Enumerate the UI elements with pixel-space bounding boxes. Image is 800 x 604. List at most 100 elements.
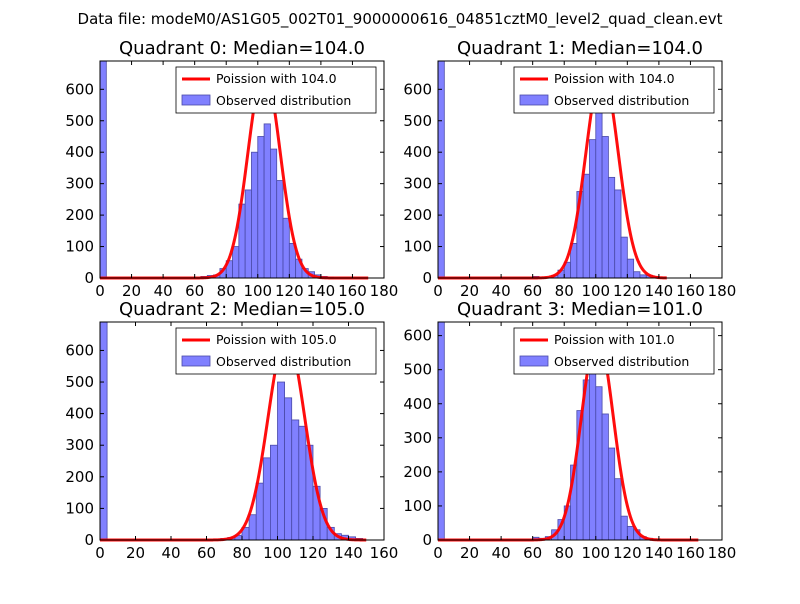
histogram-bar xyxy=(255,482,264,541)
y-tick-label: 500 xyxy=(65,373,94,391)
histogram-bar xyxy=(257,136,265,279)
y-tick-label: 300 xyxy=(65,436,94,454)
histogram-bar xyxy=(251,151,259,279)
chart-panel-3: Quadrant 3: Median=101.00 20 40 60 80 100 120 1… xyxy=(403,299,736,562)
y-tick-label: 300 xyxy=(403,429,432,447)
legend-label-observed: Observed distribution xyxy=(216,93,351,108)
x-tick-label: 40 xyxy=(161,544,180,562)
legend-label-poisson: Poission with 104.0 xyxy=(554,71,675,86)
chart-panel-1: Quadrant 1: Median=104.00 20 40 60 80 100 120 1… xyxy=(403,38,736,300)
x-tick-label: 60 xyxy=(185,282,204,300)
y-tick-label: 300 xyxy=(65,175,94,193)
x-tick-label: 40 xyxy=(154,282,173,300)
histogram-bar xyxy=(276,180,284,279)
x-tick-label: 160 xyxy=(370,544,399,562)
x-tick-label: 40 xyxy=(492,282,511,300)
x-tick-label: 60 xyxy=(523,544,542,562)
x-tick-label: 160 xyxy=(338,282,367,300)
x-tick-label: 0 xyxy=(95,282,105,300)
x-tick-label: 100 xyxy=(581,544,610,562)
histogram-bar xyxy=(277,381,285,541)
x-tick-label: 120 xyxy=(613,544,642,562)
legend: Poission with 101.0 Observed distribution xyxy=(513,327,715,375)
x-tick-label: 100 xyxy=(263,544,292,562)
x-tick-label: 120 xyxy=(275,282,304,300)
y-tick-label: 0 xyxy=(422,269,432,287)
histogram-bar xyxy=(626,258,635,279)
y-tick-label: 200 xyxy=(65,468,94,486)
y-tick-label: 600 xyxy=(65,341,94,359)
x-tick-label: 160 xyxy=(676,544,705,562)
histogram-bar xyxy=(282,217,290,279)
histogram-bar xyxy=(608,176,616,279)
y-tick-label: 200 xyxy=(65,206,94,224)
chart-title: Quadrant 2: Median=105.0 xyxy=(119,299,365,320)
x-tick-label: 160 xyxy=(676,282,705,300)
x-tick-label: 120 xyxy=(613,282,642,300)
x-tick-label: 20 xyxy=(126,544,145,562)
chart-title: Quadrant 1: Median=104.0 xyxy=(457,38,703,59)
y-tick-label: 100 xyxy=(65,499,94,517)
x-tick-label: 0 xyxy=(433,544,443,562)
histogram-bar xyxy=(595,386,603,541)
x-tick-label: 140 xyxy=(334,544,363,562)
histogram-bar xyxy=(437,60,445,279)
x-tick-label: 20 xyxy=(122,282,141,300)
y-tick-label: 600 xyxy=(65,80,94,98)
histogram-bar xyxy=(248,514,257,541)
histogram-bar xyxy=(620,515,628,541)
histogram-bar xyxy=(601,413,609,541)
y-tick-label: 600 xyxy=(403,327,432,345)
histogram-bar xyxy=(262,457,271,541)
y-tick-label: 400 xyxy=(65,405,94,423)
y-tick-label: 300 xyxy=(403,175,432,193)
histogram-bar xyxy=(99,321,108,541)
y-tick-label: 600 xyxy=(403,80,432,98)
chart-title: Quadrant 0: Median=104.0 xyxy=(119,38,365,59)
legend-label-observed: Observed distribution xyxy=(554,93,689,108)
histogram-bar xyxy=(589,369,597,541)
chart-panel-2: Quadrant 2: Median=105.0 0 20 40 60 80 100 120 1… xyxy=(65,299,398,562)
axes-frame xyxy=(99,60,385,279)
histogram-bar xyxy=(269,148,278,279)
histogram-bar xyxy=(614,189,622,279)
legend: Poission with 104.0 Observed distribution xyxy=(513,66,715,114)
x-tick-label: 20 xyxy=(460,544,479,562)
legend-bar-swatch xyxy=(181,355,211,367)
legend-label-observed: Observed distribution xyxy=(554,354,689,369)
x-tick-label: 100 xyxy=(581,282,610,300)
x-tick-label: 80 xyxy=(217,282,236,300)
legend-bar-swatch xyxy=(181,94,211,106)
chart-title: Quadrant 3: Median=101.0 xyxy=(457,299,703,320)
legend-bar-swatch xyxy=(519,94,549,106)
histogram-bar xyxy=(620,236,628,279)
legend: Poission with 104.0 Observed distribution xyxy=(175,66,377,114)
x-tick-label: 140 xyxy=(307,282,336,300)
x-tick-label: 0 xyxy=(95,544,105,562)
histogram-bar xyxy=(244,189,252,279)
x-tick-label: 180 xyxy=(708,282,737,300)
axes-frame xyxy=(437,321,723,541)
x-tick-label: 140 xyxy=(645,544,674,562)
histogram-bar xyxy=(626,525,635,541)
axes-frame xyxy=(437,60,723,279)
x-tick-label: 60 xyxy=(523,282,542,300)
histogram-bar xyxy=(263,123,271,279)
histogram-bar xyxy=(614,478,622,541)
x-tick-label: 0 xyxy=(433,282,443,300)
y-tick-label: 100 xyxy=(403,238,432,256)
x-tick-label: 140 xyxy=(645,282,674,300)
y-tick-label: 400 xyxy=(65,143,94,161)
histogram-bar xyxy=(601,136,609,279)
histogram-bar xyxy=(232,246,240,279)
legend: Poission with 105.0 Observed distribution xyxy=(175,327,377,375)
legend-label-poisson: Poission with 101.0 xyxy=(554,332,675,347)
y-tick-label: 400 xyxy=(403,395,432,413)
histogram-bar xyxy=(633,271,641,279)
x-tick-label: 20 xyxy=(460,282,479,300)
histogram-bar xyxy=(298,425,307,541)
histogram-bar xyxy=(437,321,445,541)
histogram-bar xyxy=(269,444,278,541)
